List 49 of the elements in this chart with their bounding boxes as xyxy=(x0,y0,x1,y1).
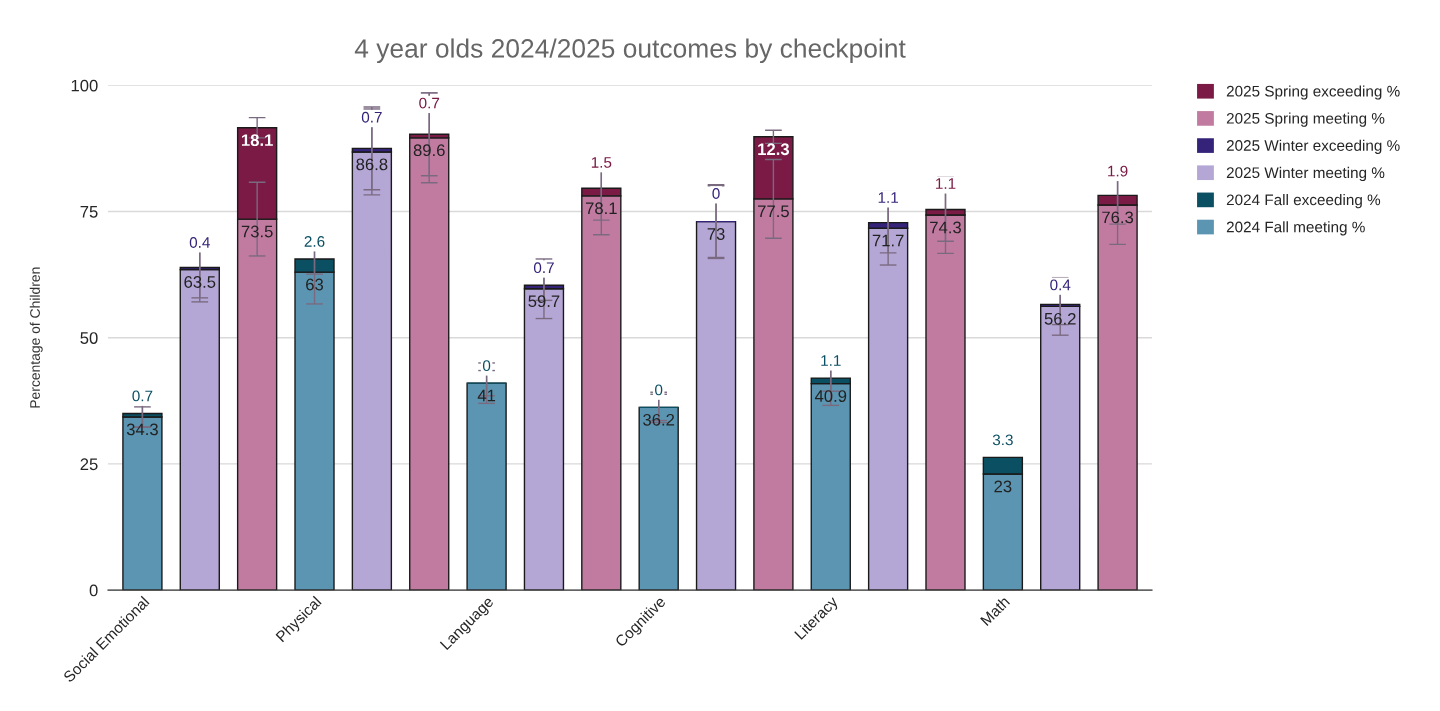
data-label: 59.7 xyxy=(528,295,560,308)
y-tick-label: 50 xyxy=(80,332,98,344)
data-label: 0.7 xyxy=(533,262,554,274)
data-label: 23 xyxy=(994,480,1012,493)
data-label: 1.1 xyxy=(821,355,841,366)
data-label: 0 xyxy=(482,360,491,372)
data-label: 73.5 xyxy=(241,225,273,238)
data-label: 86.8 xyxy=(356,158,388,171)
data-label: 63.5 xyxy=(184,276,216,288)
data-label: 56.2 xyxy=(1044,312,1076,325)
data-label: 1.1 xyxy=(878,192,899,203)
data-label: 77.5 xyxy=(758,205,789,218)
legend-label: 2024 Fall exceeding % xyxy=(1226,194,1381,209)
legend-label: 2025 Spring meeting % xyxy=(1226,112,1385,127)
data-label: 1.5 xyxy=(591,157,612,168)
data-label: 0 xyxy=(655,384,663,396)
data-label: 2.6 xyxy=(304,236,325,247)
data-label: 12.3 xyxy=(758,143,790,156)
data-label: 78.1 xyxy=(585,202,617,215)
data-label: 34.3 xyxy=(126,423,158,436)
data-label: 1.1 xyxy=(936,178,956,189)
y-tick-label: 100 xyxy=(71,79,98,92)
data-label: 73 xyxy=(707,228,725,240)
data-label: 0.7 xyxy=(419,97,440,109)
legend-label: 2025 Winter meeting % xyxy=(1226,166,1385,182)
chart-title: 4 year olds 2024/2025 outcomes by checkpoint xyxy=(354,38,906,64)
data-label: 3.3 xyxy=(992,434,1013,446)
data-label: 0.4 xyxy=(1050,279,1071,291)
data-label: 0.7 xyxy=(132,390,153,402)
data-label: 89.6 xyxy=(413,144,445,157)
data-label: 1.9 xyxy=(1108,165,1128,177)
y-tick-label: 75 xyxy=(80,206,98,218)
y-axis-title: Percentage of Children xyxy=(29,267,43,408)
data-label: 36.2 xyxy=(643,413,675,426)
legend-label: 2025 Winter exceeding % xyxy=(1226,139,1400,154)
data-label: 0.4 xyxy=(189,237,210,248)
data-label: 0.7 xyxy=(361,111,382,123)
data-label: 41 xyxy=(477,389,496,402)
data-label: 0 xyxy=(712,188,720,199)
y-tick-label: 25 xyxy=(80,458,98,471)
data-label: 76.3 xyxy=(1102,211,1134,224)
data-label: 18.1 xyxy=(241,134,273,147)
data-label: 71.7 xyxy=(872,234,904,247)
legend-label: 2024 Fall meeting % xyxy=(1226,221,1365,236)
data-label: 74.3 xyxy=(930,221,961,234)
legend-label: 2025 Spring exceeding % xyxy=(1226,85,1400,100)
data-label: 40.9 xyxy=(814,390,847,402)
y-tick-label: 0 xyxy=(89,584,98,597)
data-label: 63 xyxy=(306,278,324,291)
